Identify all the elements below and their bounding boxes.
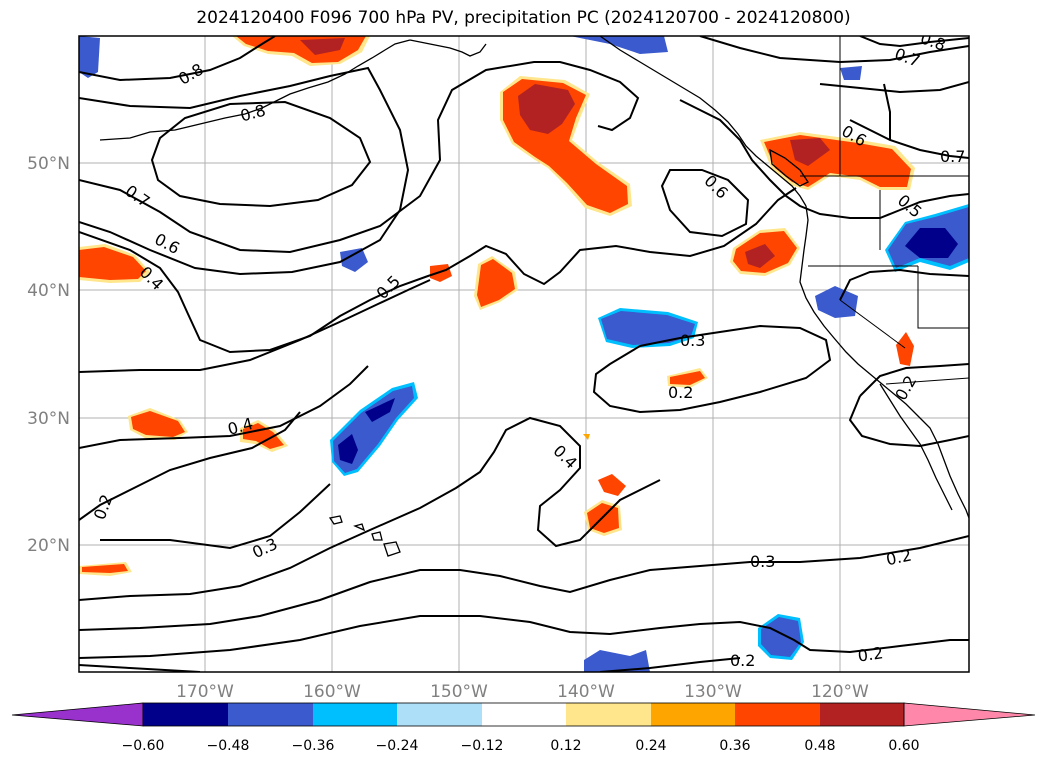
- precip-positive-area: [131, 411, 185, 437]
- precip-negative-area: [840, 66, 862, 80]
- precip-positive-area: [745, 244, 775, 268]
- precip-negative-area: [338, 434, 358, 464]
- precip-positive-area: [583, 434, 590, 440]
- precip-positive-area: [79, 247, 146, 280]
- lat-label-40n: 40°N: [27, 281, 70, 301]
- borders: [800, 36, 969, 385]
- contour-label: 0.2: [668, 383, 693, 402]
- colorbar-segment: [397, 703, 482, 726]
- lon-label-120w: 120°W: [811, 682, 869, 702]
- lat-labels: 50°N 40°N 30°N 20°N: [27, 154, 70, 556]
- colorbar: −0.60 −0.48 −0.36 −0.24 −0.12 0.12 0.24 …: [11, 702, 1036, 754]
- precip-positive-area: [598, 474, 626, 496]
- lat-label-50n: 50°N: [27, 154, 70, 174]
- precip-negative-area: [761, 617, 801, 657]
- colorbar-extend-high: [903, 702, 1036, 727]
- lat-label-20n: 20°N: [27, 536, 70, 556]
- colorbar-segment: [228, 703, 313, 726]
- colorbar-segment: [313, 703, 397, 726]
- precip-positive-area: [477, 259, 515, 307]
- contour-label: 0.2: [884, 545, 913, 569]
- precip-negative-area: [584, 650, 650, 672]
- precip-positive-area: [896, 332, 914, 366]
- colorbar-segment: [735, 703, 820, 726]
- colorbar-tick: −0.12: [461, 738, 504, 754]
- colorbar-segment: [482, 703, 566, 726]
- precip-positive-area: [518, 84, 575, 134]
- lat-label-30n: 30°N: [27, 409, 70, 429]
- precip-negative-area: [340, 248, 368, 272]
- colorbar-segment: [820, 703, 904, 726]
- precip-negative-area: [570, 36, 668, 54]
- colorbar-tick: 0.48: [804, 738, 835, 754]
- precip-negative-area: [365, 398, 395, 422]
- lon-label-140w: 140°W: [557, 682, 615, 702]
- contour-label: 0.2: [857, 643, 885, 665]
- contour-label: 0.3: [680, 331, 705, 350]
- colorbar-extend-low: [11, 702, 144, 727]
- colorbar-segment: [143, 703, 228, 726]
- lon-label-130w: 130°W: [684, 682, 742, 702]
- contour-label: 0.3: [750, 552, 775, 571]
- precip-negative-area: [601, 311, 695, 345]
- colorbar-tick: 0.36: [719, 738, 750, 754]
- colorbar-tick: −0.36: [292, 738, 335, 754]
- colorbar-tick: −0.60: [122, 738, 165, 754]
- precip-positive-area: [790, 138, 830, 166]
- map-frame: [78, 35, 970, 673]
- precip-positive-area: [670, 371, 705, 385]
- precip-negative-area: [815, 286, 858, 318]
- colorbar-tick: 0.24: [635, 738, 666, 754]
- precip-negative-area: [905, 228, 958, 258]
- colorbar-tick: −0.48: [207, 738, 250, 754]
- lon-label-160w: 160°W: [303, 682, 361, 702]
- pv-contours: [79, 36, 969, 672]
- precip-positive-area: [243, 423, 284, 449]
- contour-label: 0.7: [940, 147, 965, 166]
- precip-positive-area: [430, 264, 452, 282]
- colorbar-tick: 0.12: [550, 738, 581, 754]
- precip-shading: [79, 36, 969, 672]
- precip-positive-area: [300, 38, 345, 55]
- colorbar-tick: 0.60: [888, 738, 919, 754]
- lon-label-150w: 150°W: [430, 682, 488, 702]
- precip-positive-area: [82, 564, 128, 573]
- colorbar-segment: [651, 703, 735, 726]
- contour-label: 0.2: [730, 651, 755, 670]
- precip-negative-area: [79, 36, 100, 78]
- colorbar-tick: −0.24: [376, 738, 419, 754]
- colorbar-segment: [566, 703, 651, 726]
- lon-label-170w: 170°W: [176, 682, 234, 702]
- lon-labels: 170°W 160°W 150°W 140°W 130°W 120°W: [176, 682, 869, 702]
- map-title: 2024120400 F096 700 hPa PV, precipitatio…: [196, 8, 851, 28]
